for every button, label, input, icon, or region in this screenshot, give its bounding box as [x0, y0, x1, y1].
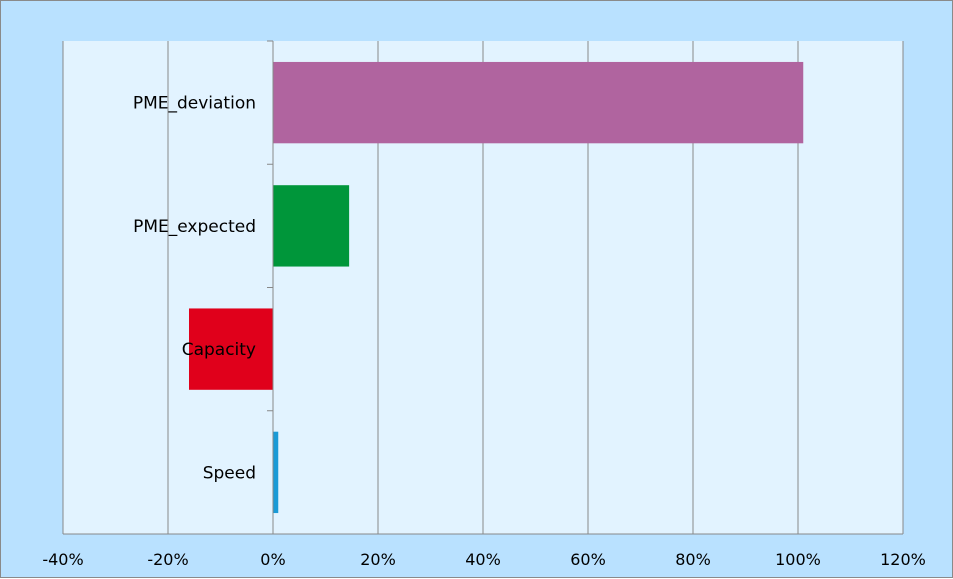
category-labels: PME_deviation PME_expected Capacity Speed: [133, 94, 256, 484]
x-tick-label: 120%: [880, 550, 926, 569]
x-tick-label: 80%: [675, 550, 711, 569]
category-label: PME_deviation: [133, 94, 256, 114]
x-tick-label: -20%: [147, 550, 188, 569]
bar-capacity: [189, 308, 273, 390]
category-label: PME_expected: [133, 217, 256, 237]
bars: [189, 61, 804, 514]
bar-pme-expected: [273, 185, 350, 267]
bar-pme-deviation: [273, 61, 804, 144]
axes: [63, 40, 903, 535]
x-tick-label: 60%: [570, 550, 606, 569]
x-axis-ticks: -40% -20% 0% 20% 40% 60% 80% 100% 120%: [42, 550, 926, 569]
bar-speed: [273, 431, 279, 514]
x-tick-label: 0%: [260, 550, 285, 569]
x-tick-label: 20%: [360, 550, 396, 569]
x-tick-label: 100%: [775, 550, 821, 569]
category-label: Capacity: [182, 340, 256, 360]
x-tick-label: 40%: [465, 550, 501, 569]
x-tick-label: -40%: [42, 550, 83, 569]
category-label: Speed: [203, 463, 256, 483]
